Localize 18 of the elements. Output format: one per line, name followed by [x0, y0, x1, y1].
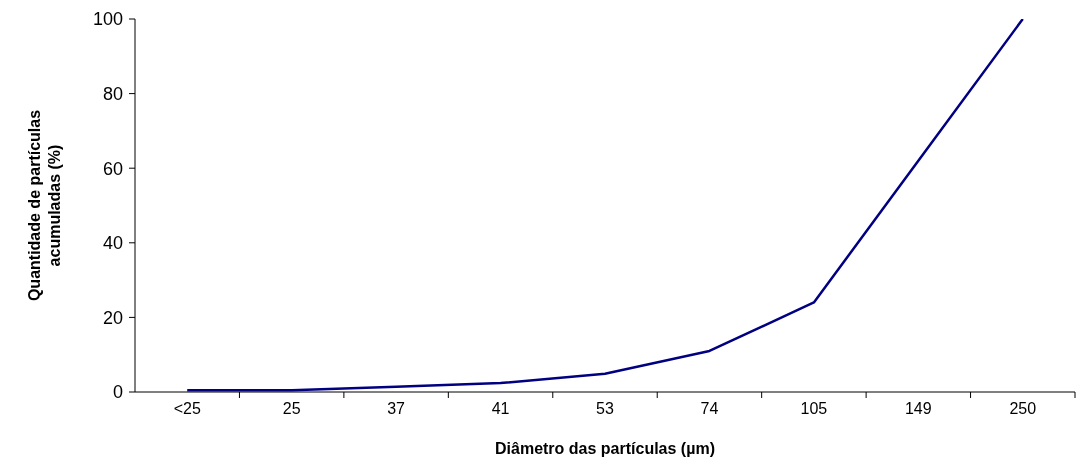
y-tick-label: 80	[102, 83, 123, 104]
x-tick-label: 105	[800, 400, 828, 417]
line-series	[185, 19, 1025, 392]
y-tick-label: 20	[102, 307, 123, 328]
y-tick-label: 40	[102, 233, 123, 254]
y-tick-label: 60	[102, 158, 123, 179]
x-tick-label: <25	[173, 400, 201, 417]
x-tick-label: 25	[282, 400, 301, 417]
x-tick-label: 53	[596, 400, 614, 417]
x-tick-label: 41	[491, 400, 510, 417]
y-tick-label: 100	[92, 9, 123, 30]
x-tick-label: 74	[700, 400, 719, 417]
x-tick-label: 250	[1009, 400, 1037, 417]
y-tick-label: 0	[112, 382, 123, 403]
y-axis-title: Quantidade de partículas acumuladas (%)	[26, 109, 63, 302]
x-tick-label: 37	[387, 400, 406, 417]
x-tick-label: 149	[904, 400, 932, 417]
x-axis-title: Diâmetro das partículas (µm)	[495, 440, 715, 457]
